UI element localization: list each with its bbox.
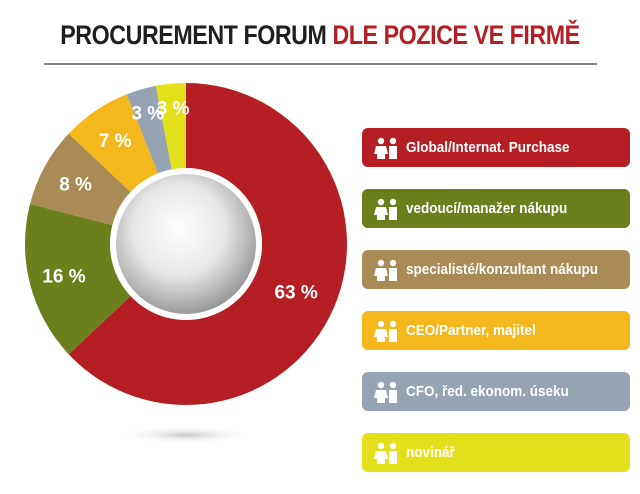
slice-label-6: 3 % bbox=[157, 99, 190, 120]
donut-hole-center bbox=[116, 174, 256, 314]
legend-item-6: novinář bbox=[362, 433, 630, 472]
slice-label-5: 3 % bbox=[131, 103, 164, 124]
donut-slice-5 bbox=[126, 85, 172, 174]
donut-slice-4 bbox=[68, 94, 159, 192]
chart-title-main: PROCUREMENT FORUM bbox=[60, 20, 327, 50]
slice-labels: 63 % 16 % 8 % 7 % 3 %3 % bbox=[42, 99, 318, 304]
donut-slice-3 bbox=[30, 133, 131, 226]
people-icon bbox=[374, 442, 397, 464]
legend-label: vedoucí/manažer nákupu bbox=[406, 200, 568, 217]
legend-label: CEO/Partner, majitel bbox=[406, 322, 536, 339]
legend-item-3: specialisté/konzultant nákupu bbox=[362, 250, 630, 289]
legend-label: novinář bbox=[406, 444, 455, 461]
donut-hole bbox=[110, 168, 262, 320]
chart-title: PROCUREMENT FORUM DLE POZICE VE FIRMĚ bbox=[45, 20, 595, 51]
donut-slices bbox=[25, 83, 347, 406]
title-divider bbox=[44, 63, 597, 65]
people-icon bbox=[374, 320, 397, 342]
people-icon bbox=[374, 137, 397, 159]
people-icon bbox=[374, 381, 397, 403]
slice-label-2: 16 % bbox=[42, 266, 85, 287]
donut-slice-1 bbox=[68, 83, 347, 406]
legend: Global/Internat. Purchase vedoucí/manažer… bbox=[362, 128, 630, 494]
chart-title-accent: DLE POZICE VE FIRMĚ bbox=[332, 20, 580, 50]
legend-item-2: vedoucí/manažer nákupu bbox=[362, 189, 630, 228]
legend-item-4: CEO/Partner, majitel bbox=[362, 311, 630, 350]
slice-label-1: 63 % bbox=[274, 283, 317, 304]
legend-label: specialisté/konzultant nákupu bbox=[406, 261, 599, 278]
slice-label-3: 8 % bbox=[59, 174, 92, 195]
donut-slice-2 bbox=[25, 203, 131, 355]
chart-shadow bbox=[116, 426, 256, 444]
slice-label-4: 7 % bbox=[99, 131, 132, 152]
legend-label: CFO, řed. ekonom. úseku bbox=[406, 383, 569, 400]
people-icon bbox=[374, 259, 397, 281]
legend-item-5: CFO, řed. ekonom. úseku bbox=[362, 372, 630, 411]
legend-item-1: Global/Internat. Purchase bbox=[362, 128, 630, 167]
legend-label: Global/Internat. Purchase bbox=[406, 139, 570, 156]
donut-slice-6 bbox=[155, 83, 186, 170]
people-icon bbox=[374, 198, 397, 220]
